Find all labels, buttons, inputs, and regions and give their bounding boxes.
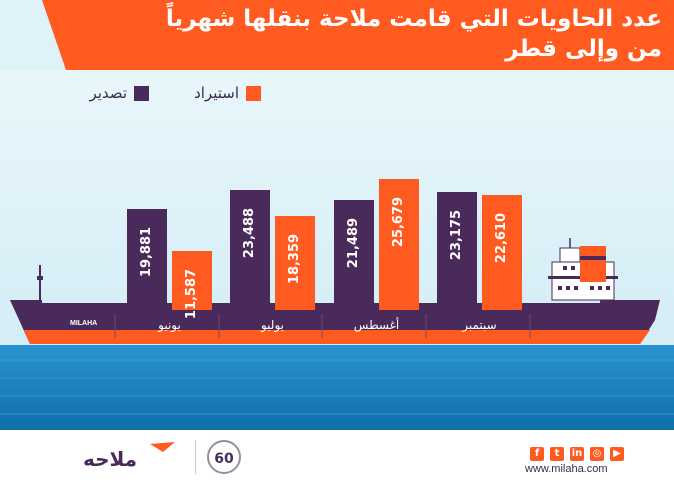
ship bbox=[10, 238, 660, 344]
import-value-label: 18,359 bbox=[287, 234, 302, 285]
import-bar bbox=[172, 250, 212, 310]
website-url[interactable]: www.milaha.com bbox=[525, 463, 608, 475]
anniversary-badge: 60 bbox=[207, 440, 241, 474]
export-bar bbox=[127, 208, 167, 310]
title-band bbox=[0, 0, 674, 70]
export-bar bbox=[437, 191, 477, 310]
category-label: أغسطس bbox=[353, 318, 400, 332]
chart-title-line1: عدد الحاويات التي قامت ملاحة بنقلها شهري… bbox=[165, 6, 662, 32]
import-value-label: 11,587 bbox=[184, 268, 199, 319]
legend-import-label: استيراد bbox=[194, 84, 239, 102]
category-label: يونيو bbox=[158, 318, 181, 332]
import-value-label: 25,679 bbox=[391, 196, 406, 248]
instagram-icon[interactable]: ◎ bbox=[590, 447, 604, 461]
legend-export-swatch bbox=[134, 85, 149, 101]
footer-divider bbox=[195, 440, 196, 474]
sea bbox=[0, 345, 674, 430]
import-value-label: 22,610 bbox=[494, 212, 509, 263]
legend-export: تصدير bbox=[89, 83, 149, 103]
milaha-logo: ملاحه bbox=[45, 442, 175, 471]
import-bar bbox=[379, 179, 419, 310]
category-label: سبتمبر bbox=[462, 318, 497, 332]
import-bar bbox=[482, 194, 522, 310]
legend-import: استيراد bbox=[194, 83, 261, 103]
twitter-icon[interactable]: t bbox=[550, 447, 564, 461]
ship-funnel bbox=[580, 246, 606, 282]
export-value-label: 19,881 bbox=[139, 226, 154, 277]
scene bbox=[0, 0, 674, 430]
logo-text: ملاحه bbox=[83, 447, 137, 471]
anniversary-text: 60 bbox=[214, 451, 234, 467]
ship-name: MILAHA bbox=[70, 320, 98, 327]
linkedin-icon[interactable]: in bbox=[570, 447, 584, 461]
export-value-label: 21,489 bbox=[346, 218, 361, 269]
import-bar bbox=[275, 216, 315, 310]
facebook-icon[interactable]: f bbox=[530, 447, 544, 461]
youtube-icon[interactable]: ▶ bbox=[610, 447, 624, 461]
legend-import-swatch bbox=[246, 85, 261, 101]
export-bar bbox=[230, 190, 270, 310]
ship-hull-stripe bbox=[24, 330, 650, 344]
waves bbox=[0, 359, 674, 415]
legend-export-label: تصدير bbox=[89, 84, 127, 102]
chart-title-line2: من وإلى قطر bbox=[505, 36, 662, 62]
category-label: يوليو bbox=[260, 318, 284, 332]
export-bar bbox=[334, 200, 374, 310]
export-value-label: 23,488 bbox=[242, 208, 257, 259]
export-value-label: 23,175 bbox=[449, 209, 464, 260]
